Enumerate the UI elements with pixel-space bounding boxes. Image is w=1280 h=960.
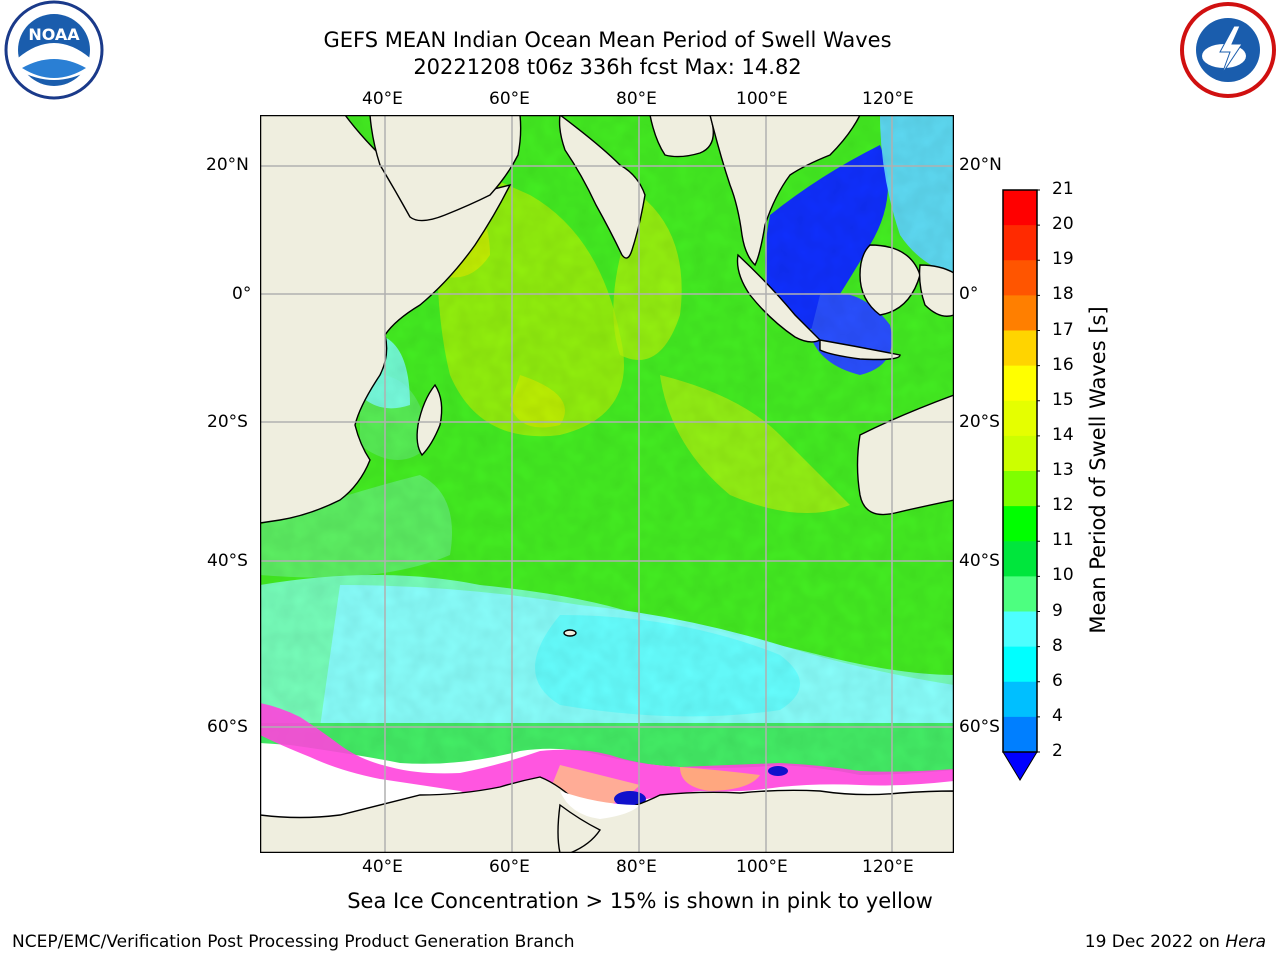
lon-tick-bottom: 100°E [736,857,788,877]
sea-ice-note: Sea Ice Concentration > 15% is shown in … [347,889,933,913]
colorbar-tick-label: 6 [1052,670,1063,691]
colorbar-tick-label: 9 [1052,600,1063,621]
map-frame [259,114,955,854]
lon-tick-top: 120°E [862,89,914,109]
map-panel [259,114,955,854]
colorbar-segment [1003,295,1037,331]
colorbar-tick-label: 14 [1052,424,1074,445]
colorbar-segment [1003,365,1037,402]
lat-tick-left: 60°S [207,717,248,737]
colorbar-segment [1003,225,1037,261]
colorbar-extend-triangle [1002,751,1038,781]
colorbar-tick-label: 16 [1052,354,1074,375]
colorbar-tick-label: 17 [1052,319,1074,340]
colorbar-tick-label: 4 [1052,705,1063,726]
colorbar-segment [1003,611,1037,648]
lat-tick-right: 0° [959,284,979,304]
colorbar-segment [1003,576,1037,612]
colorbar-tick-label: 18 [1052,284,1074,305]
lon-tick-top: 80°E [616,89,657,109]
colorbar-segment [1003,260,1037,296]
colorbar-segment [1003,681,1037,718]
lat-tick-right: 40°S [959,551,1000,571]
colorbar-tick-label: 13 [1052,460,1074,480]
colorbar-tick-label: 11 [1052,530,1074,551]
colorbar-segment [1003,716,1037,753]
lon-tick-bottom: 80°E [616,857,657,877]
footer-machine: Hera [1225,932,1266,952]
colorbar-segment [1003,190,1037,226]
footer-date-text: 19 Dec 2022 on [1084,932,1226,952]
lon-tick-top: 60°E [489,89,530,109]
colorbar-tick-label: 15 [1052,389,1074,410]
colorbar-tick-label: 2 [1052,741,1063,761]
graticule [260,115,954,853]
lon-tick-bottom: 40°E [362,857,403,877]
colorbar-title: Mean Period of Swell Waves [s] [1086,306,1110,634]
lon-tick-bottom: 60°E [489,857,530,877]
lat-tick-right: 20°N [959,155,1002,175]
colorbar-tick-label: 20 [1052,214,1074,235]
lon-tick-top: 100°E [736,89,788,109]
colorbar-segment [1003,400,1037,437]
chart-subtitle: 20221208 t06z 336h fcst Max: 14.82 [413,55,802,79]
lat-tick-left: 20°S [207,412,248,432]
lon-tick-bottom: 120°E [862,857,914,877]
lat-tick-left: 20°N [206,155,249,175]
footer-date: 19 Dec 2022 on Hera [1085,932,1266,952]
colorbar-tick-label: 12 [1052,495,1074,516]
colorbar-segment [1003,471,1037,507]
colorbar-segment [1003,541,1037,577]
lat-tick-right: 60°S [959,717,1000,737]
map-svg [259,114,955,854]
nws-logo-icon [1180,2,1276,98]
colorbar-segment [1003,506,1037,542]
colorbar-segment [1003,330,1037,367]
colorbar [1002,189,1040,781]
colorbar-tick-label: 10 [1052,565,1074,586]
colorbar-tick-label: 21 [1052,179,1074,199]
colorbar-tick-label: 19 [1052,249,1074,270]
footer-branch: NCEP/EMC/Verification Post Processing Pr… [12,932,575,952]
noaa-logo-icon: NOAA [4,0,104,100]
colorbar-segment [1003,646,1037,683]
chart-title: GEFS MEAN Indian Ocean Mean Period of Sw… [323,28,892,52]
lat-tick-left: 0° [232,284,252,304]
lat-tick-left: 40°S [207,551,248,571]
lon-tick-top: 40°E [362,89,403,109]
colorbar-segment [1003,435,1037,472]
lat-tick-right: 20°S [959,412,1000,432]
noaa-logo-text: NOAA [28,25,80,44]
colorbar-tick-label: 8 [1052,635,1063,656]
